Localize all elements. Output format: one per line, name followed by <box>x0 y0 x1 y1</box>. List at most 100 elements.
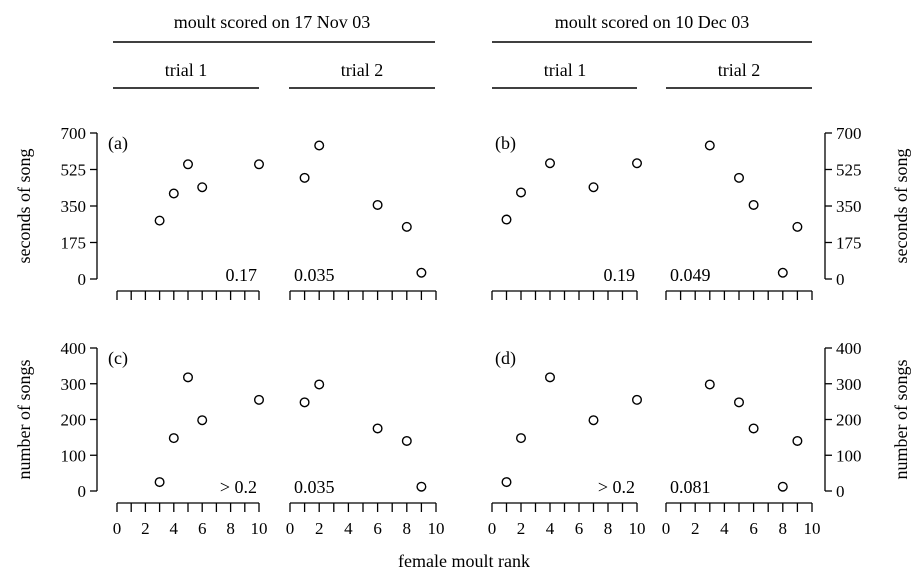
series-1: 0.17 <box>116 159 264 300</box>
data-point <box>372 199 383 210</box>
trial-label-right-2: trial 2 <box>718 60 761 80</box>
p-value-label: 0.035 <box>294 265 335 285</box>
series-2: 0 2 4 6 8 10 0.035 <box>286 379 445 538</box>
series-2: 0 2 4 6 8 10 0.081 <box>662 379 821 538</box>
x-tick-label: 6 <box>198 519 207 538</box>
data-point <box>734 172 745 183</box>
x-tick-label: 0 <box>113 519 122 538</box>
header-moult-10-dec: moult scored on 10 Dec 03 <box>555 12 749 32</box>
x-tick-label: 4 <box>720 519 729 538</box>
y-tick-label: 100 <box>61 446 87 465</box>
panel-label: (d) <box>495 348 516 369</box>
x-tick-label: 6 <box>373 519 382 538</box>
data-point <box>168 188 179 199</box>
y-tick-label: 200 <box>61 411 87 430</box>
x-axis-title: female moult rank <box>398 551 530 571</box>
data-point <box>416 267 427 278</box>
data-point <box>792 221 803 232</box>
data-point <box>588 415 599 426</box>
x-tick-label: 2 <box>517 519 526 538</box>
y-tick-label: 525 <box>61 161 87 180</box>
p-value-label: 0.17 <box>226 265 258 285</box>
data-point <box>154 477 165 488</box>
data-point <box>154 215 165 226</box>
data-point <box>401 221 412 232</box>
x-tick-label: 10 <box>804 519 821 538</box>
data-point <box>182 159 193 170</box>
y-tick-label: 525 <box>836 161 862 180</box>
trial-label-left-1: trial 1 <box>165 60 208 80</box>
x-tick-label: 8 <box>604 519 613 538</box>
data-point <box>314 140 325 151</box>
data-point <box>632 394 643 405</box>
x-tick-label: 0 <box>488 519 497 538</box>
p-value-label: 0.19 <box>604 265 636 285</box>
y-tick-label: 300 <box>836 375 862 394</box>
data-point <box>253 159 264 170</box>
panels: 0 175 350 525 700 seconds of song (a) 0.17 0.035… <box>14 124 911 538</box>
x-tick-label: 0 <box>662 519 671 538</box>
p-value-label: 0.035 <box>294 477 335 497</box>
panel-a: 0 175 350 525 700 seconds of song (a) 0.17 0.035 <box>14 124 437 300</box>
y-tick-label: 400 <box>836 339 862 358</box>
panel-label: (a) <box>108 133 128 154</box>
x-tick-label: 8 <box>226 519 235 538</box>
y-axis-title: seconds of song <box>891 149 911 264</box>
x-tick-label: 4 <box>344 519 353 538</box>
y-tick-label: 200 <box>836 411 862 430</box>
y-tick-label: 350 <box>61 197 87 216</box>
data-point <box>501 477 512 488</box>
data-point <box>777 267 788 278</box>
data-point <box>372 423 383 434</box>
p-value-label: > 0.2 <box>220 477 257 497</box>
p-value-label: 0.081 <box>670 477 711 497</box>
x-tick-label: 10 <box>629 519 646 538</box>
p-value-label: 0.049 <box>670 265 711 285</box>
x-tick-label: 0 <box>286 519 295 538</box>
y-tick-label: 400 <box>61 339 87 358</box>
data-point <box>792 435 803 446</box>
data-point <box>197 415 208 426</box>
panel-label: (b) <box>495 133 516 154</box>
data-point <box>501 214 512 225</box>
y-tick-label: 0 <box>836 482 845 501</box>
data-point <box>516 433 527 444</box>
x-tick-label: 8 <box>403 519 412 538</box>
data-point <box>197 182 208 193</box>
p-value-label: > 0.2 <box>598 477 635 497</box>
y-tick-label: 0 <box>78 270 87 289</box>
x-tick-label: 10 <box>251 519 268 538</box>
data-point <box>704 140 715 151</box>
series-2: 0.049 <box>665 140 813 300</box>
y-tick-label: 100 <box>836 446 862 465</box>
y-tick-label: 700 <box>836 124 862 143</box>
data-point <box>253 394 264 405</box>
data-point <box>168 433 179 444</box>
data-point <box>182 372 193 383</box>
x-tick-label: 4 <box>170 519 179 538</box>
panel-b: 0 175 350 525 700 seconds of song (b) 0.19 0.049 <box>491 124 911 300</box>
x-tick-label: 2 <box>141 519 150 538</box>
panel-label: (c) <box>108 348 128 369</box>
y-tick-label: 0 <box>836 270 845 289</box>
data-point <box>299 397 310 408</box>
data-point <box>545 158 556 169</box>
y-tick-label: 300 <box>61 375 87 394</box>
series-1: 0 2 4 6 8 10> 0.2 <box>488 372 646 538</box>
y-tick-label: 175 <box>61 234 87 253</box>
data-point <box>299 172 310 183</box>
series-1: 0 2 4 6 8 10 > 0.2 <box>113 372 268 538</box>
y-tick-label: 350 <box>836 197 862 216</box>
data-point <box>734 397 745 408</box>
data-point <box>588 182 599 193</box>
x-tick-label: 6 <box>749 519 758 538</box>
y-axis-title: number of songs <box>891 360 911 480</box>
data-point <box>748 423 759 434</box>
data-point <box>401 435 412 446</box>
x-tick-label: 2 <box>691 519 700 538</box>
data-point <box>632 158 643 169</box>
trial-label-right-1: trial 1 <box>544 60 587 80</box>
